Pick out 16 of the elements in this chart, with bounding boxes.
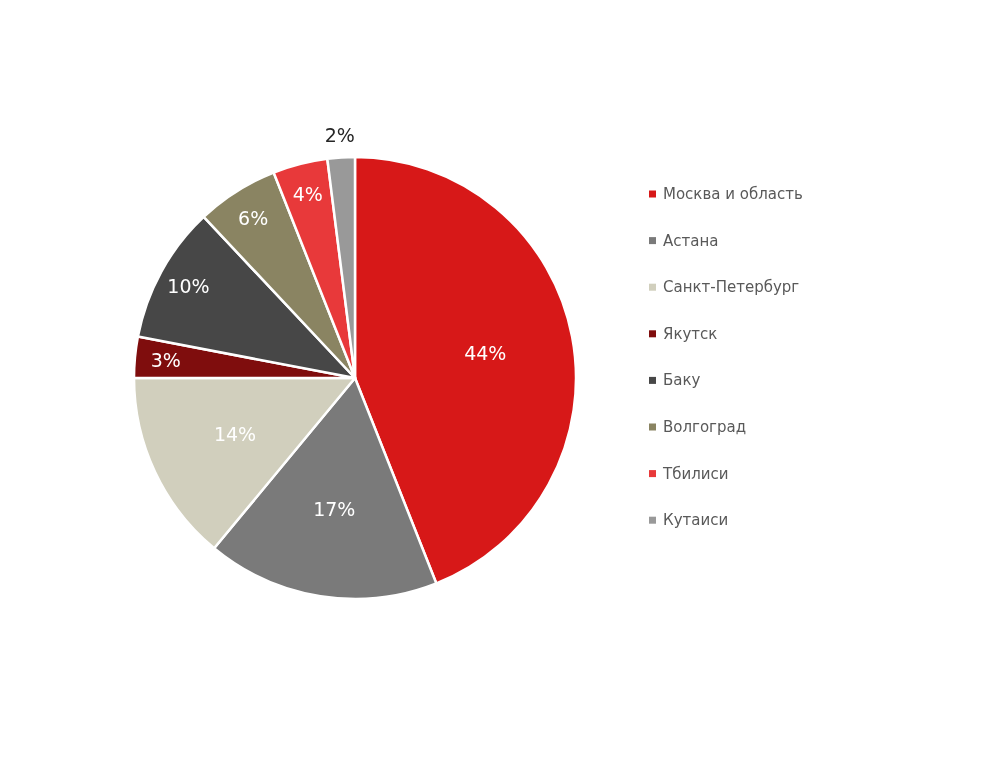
legend-label: Якутск	[663, 324, 718, 343]
data-label: 44%	[464, 342, 507, 365]
data-label: 14%	[213, 423, 257, 446]
legend-label: Астана	[663, 231, 719, 250]
data-label: 3%	[150, 349, 181, 372]
legend-label: Кутаиси	[663, 511, 729, 530]
legend-label: Москва и область	[663, 185, 803, 203]
data-label: 2%	[324, 124, 355, 147]
data-label: 6%	[238, 206, 269, 229]
legend-label: Баку	[663, 371, 701, 390]
data-label: 4%	[292, 182, 323, 205]
data-label: 17%	[313, 497, 356, 520]
legend-label: Волгоград	[663, 418, 747, 436]
data-label: 10%	[167, 275, 210, 298]
legend-label: Санкт-Петербург	[663, 278, 800, 297]
legend-label: Тбилиси	[662, 464, 729, 483]
